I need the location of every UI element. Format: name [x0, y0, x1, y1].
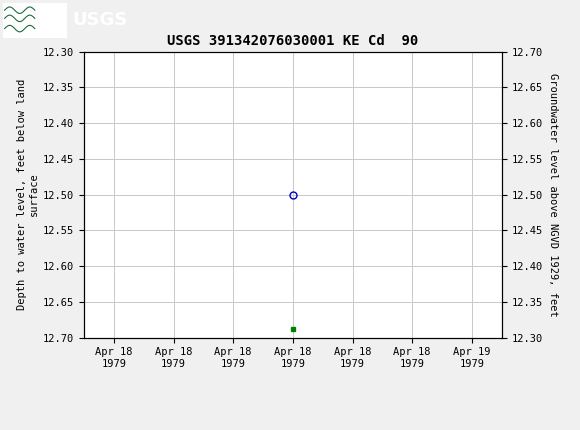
Title: USGS 391342076030001 KE Cd  90: USGS 391342076030001 KE Cd 90 [167, 34, 419, 48]
Y-axis label: Depth to water level, feet below land
surface: Depth to water level, feet below land su… [17, 79, 39, 310]
Y-axis label: Groundwater level above NGVD 1929, feet: Groundwater level above NGVD 1929, feet [548, 73, 558, 316]
Legend: Period of approved data: Period of approved data [190, 429, 396, 430]
FancyBboxPatch shape [3, 3, 67, 37]
Text: USGS: USGS [72, 12, 128, 29]
